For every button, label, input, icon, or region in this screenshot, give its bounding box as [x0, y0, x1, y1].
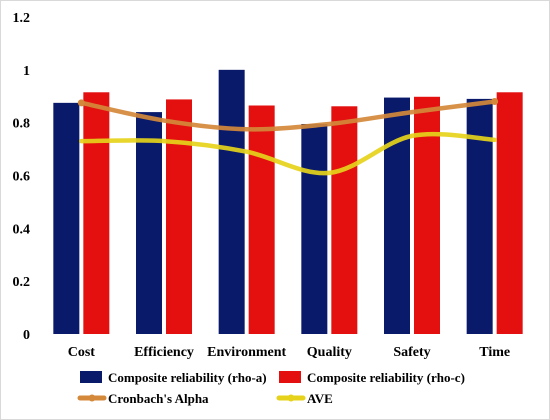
legend-label: Composite reliability (rho-a): [108, 370, 267, 385]
x-tick-label-cost: Cost: [68, 345, 96, 360]
legend: Composite reliability (rho-a) Composite r…: [77, 370, 465, 406]
x-tick-label-safety: Safety: [393, 345, 430, 360]
legend-swatch: [80, 371, 102, 383]
bar-rho-a-time: [466, 98, 493, 335]
bar-rho-c-efficiency: [166, 99, 192, 334]
line-cronbachs-alpha-marker: [491, 98, 499, 106]
y-tick-label: 0: [23, 328, 30, 343]
legend-label: Composite reliability (rho-c): [307, 370, 465, 385]
bar-rho-c-quality: [331, 106, 358, 334]
legend-marker: [88, 394, 96, 402]
line-cronbachs-alpha-marker: [77, 99, 85, 107]
y-tick-label: 0.2: [13, 275, 31, 290]
bar-rho-a-environment: [218, 69, 245, 334]
bar-rho-a-safety: [384, 97, 410, 334]
x-tick-label-efficiency: Efficiency: [134, 345, 194, 360]
y-axis-ticks: 0 0.2 0.4 0.6 0.8 1 1.2: [13, 11, 31, 343]
bar-rho-c-time: [496, 92, 523, 334]
legend-marker: [287, 394, 295, 402]
x-tick-label-quality: Quality: [307, 345, 352, 360]
y-tick-label: 0.4: [13, 222, 31, 237]
x-axis-labels: Cost Efficiency Environment Quality Safety Ti…: [68, 345, 510, 360]
y-tick-label: 0.6: [13, 170, 31, 185]
legend-swatch: [279, 371, 301, 383]
line-ave: [79, 131, 497, 176]
line-cronbachs-alpha: [79, 99, 497, 132]
x-tick-label-environment: Environment: [207, 345, 286, 360]
lines: [77, 98, 499, 176]
y-tick-label: 0.8: [13, 117, 31, 132]
x-tick-label-time: Time: [479, 345, 510, 360]
y-tick-label: 1: [23, 64, 30, 79]
bar-rho-a-cost: [53, 102, 80, 335]
bars: [53, 69, 523, 335]
y-tick-label: 1.2: [13, 11, 31, 26]
bar-rho-c-cost: [83, 92, 110, 334]
legend-label: Cronbach's Alpha: [108, 391, 209, 406]
bar-rho-a-efficiency: [136, 112, 162, 334]
bar-rho-a-quality: [301, 123, 328, 334]
bar-rho-c-environment: [248, 105, 275, 334]
legend-label: AVE: [307, 391, 333, 406]
